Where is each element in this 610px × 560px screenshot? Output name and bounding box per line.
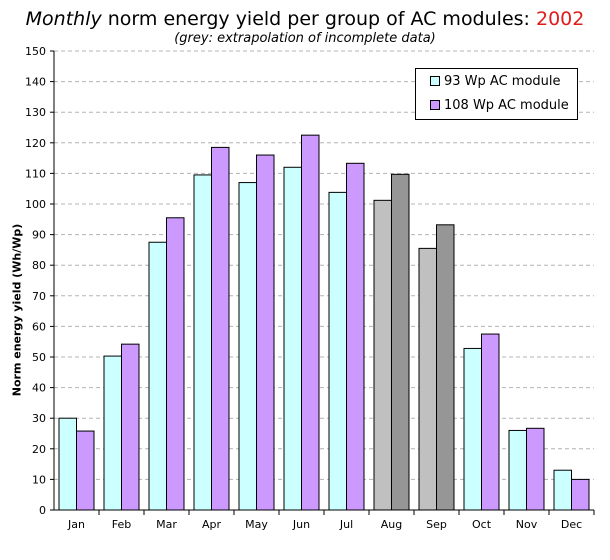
x-tick-label-oct: Oct — [472, 518, 492, 531]
bar-aug-series-2 — [391, 173, 410, 511]
bar-dec-series-2 — [571, 478, 590, 511]
x-tick-label-dec: Dec — [561, 518, 582, 531]
bar-jul-series-2 — [346, 162, 365, 511]
y-tick-label-80: 80 — [32, 259, 46, 272]
x-tick-label-mar: Mar — [156, 518, 177, 531]
bar-nov-series-1 — [508, 429, 527, 511]
bar-jan-series-1 — [58, 417, 77, 511]
x-tick-label-sep: Sep — [426, 518, 447, 531]
bar-feb-series-2 — [121, 343, 140, 511]
bar-dec-series-1 — [553, 469, 572, 511]
chart-subtitle: (grey: extrapolation of incomplete data) — [174, 31, 436, 46]
bar-may-series-1 — [238, 182, 257, 511]
bar-jul-series-1 — [328, 191, 347, 511]
y-tick-label-10: 10 — [32, 473, 46, 486]
y-tick-label-90: 90 — [32, 229, 46, 242]
bar-mar-series-2 — [166, 217, 185, 511]
bar-may-series-2 — [256, 154, 275, 511]
bar-feb-series-1 — [103, 355, 122, 511]
y-tick-label-40: 40 — [32, 382, 46, 395]
bar-jan-series-2 — [76, 430, 95, 511]
y-tick-label-140: 140 — [25, 76, 46, 89]
y-tick-label-120: 120 — [25, 137, 46, 150]
bar-apr-series-1 — [193, 174, 212, 511]
y-tick-label-0: 0 — [39, 504, 46, 517]
x-tick-label-jul: Jul — [339, 518, 353, 531]
x-tick-label-apr: Apr — [202, 518, 222, 531]
legend-swatch-series-1 — [430, 75, 440, 86]
x-tick-label-jan: Jan — [67, 518, 85, 531]
bar-jun-series-1 — [283, 166, 302, 511]
legend-item-series-2: 108 Wp AC module — [430, 98, 569, 114]
legend-item-series-1: 93 Wp AC module — [430, 74, 561, 90]
x-tick-label-nov: Nov — [516, 518, 538, 531]
y-tick-label-50: 50 — [32, 351, 46, 364]
bar-jun-series-2 — [301, 134, 320, 511]
x-tick-label-aug: Aug — [381, 518, 402, 531]
chart-title-italic: Monthly — [25, 8, 102, 30]
chart-title-year: 2002 — [535, 8, 585, 30]
chart-title: Monthly norm energy yield per group of A… — [0, 8, 610, 30]
y-tick-label-70: 70 — [32, 290, 46, 303]
legend-swatch-series-2 — [430, 99, 440, 110]
chart-title-main: norm energy yield per group of AC module… — [101, 8, 536, 30]
bar-sep-series-2 — [436, 224, 455, 511]
bar-sep-series-1 — [418, 247, 437, 511]
y-tick-label-130: 130 — [25, 106, 46, 119]
bar-mar-series-1 — [148, 241, 167, 511]
bar-oct-series-1 — [463, 347, 482, 511]
bar-aug-series-1 — [373, 199, 392, 511]
legend-label-series-1: 93 Wp AC module — [444, 74, 561, 89]
x-tick-label-feb: Feb — [112, 518, 131, 531]
bar-apr-series-2 — [211, 146, 230, 511]
legend: 93 Wp AC module 108 Wp AC module — [415, 68, 578, 120]
x-tick-label-jun: Jun — [292, 518, 310, 531]
y-tick-label-20: 20 — [32, 443, 46, 456]
y-tick-label-150: 150 — [25, 45, 46, 58]
y-tick-label-110: 110 — [25, 167, 46, 180]
x-tick-label-may: May — [245, 518, 268, 531]
bar-oct-series-2 — [481, 333, 500, 511]
bar-nov-series-2 — [526, 427, 545, 511]
legend-label-series-2: 108 Wp AC module — [444, 98, 569, 113]
y-tick-label-60: 60 — [32, 320, 46, 333]
y-tick-label-100: 100 — [25, 198, 46, 211]
y-tick-label-30: 30 — [32, 412, 46, 425]
